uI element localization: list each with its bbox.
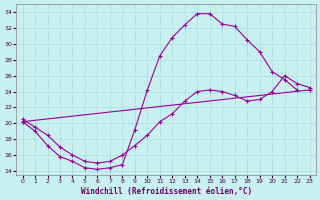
X-axis label: Windchill (Refroidissement éolien,°C): Windchill (Refroidissement éolien,°C) xyxy=(81,187,252,196)
